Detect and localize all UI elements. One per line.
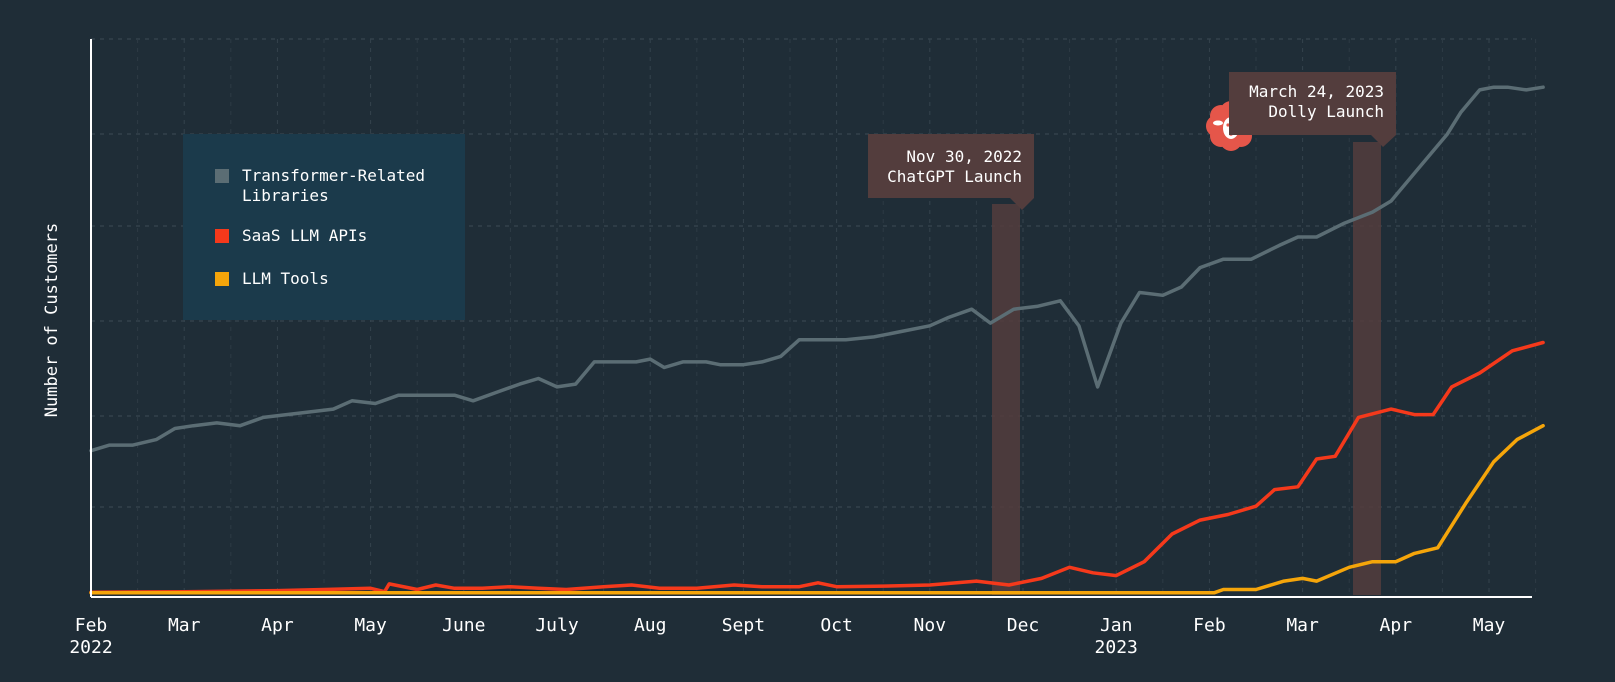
chatgpt-band xyxy=(992,204,1020,595)
axes xyxy=(90,39,1532,598)
x-tick-label: Feb xyxy=(1193,615,1226,636)
sheep-eye-left xyxy=(1226,123,1230,127)
legend-item-transformer: Transformer-Related Libraries xyxy=(215,166,447,206)
sheep-ear-left xyxy=(1213,120,1223,126)
chatgpt-callout: Nov 30, 2022 ChatGPT Launch xyxy=(868,134,1034,198)
x-tick-label: Dec xyxy=(1007,615,1040,636)
legend-swatch-saas xyxy=(215,229,229,243)
legend: Transformer-Related Libraries SaaS LLM A… xyxy=(183,134,465,320)
legend-label-saas: SaaS LLM APIs xyxy=(242,226,368,245)
x-tick-label: Sept xyxy=(722,615,765,636)
series-line-0 xyxy=(89,85,1545,453)
chatgpt-label: ChatGPT Launch xyxy=(887,167,1022,186)
dolly-date: March 24, 2023 xyxy=(1249,82,1384,101)
x-tick-label: May xyxy=(1473,615,1506,636)
series-line-2 xyxy=(89,423,1545,595)
x-tick-label: Feb xyxy=(75,615,108,636)
x-tick-label: May xyxy=(354,615,387,636)
legend-label-transformer: Transformer-Related Libraries xyxy=(242,166,426,205)
x-tick-label: Jan xyxy=(1100,615,1133,636)
x-tick-label: Mar xyxy=(1286,615,1319,636)
series-lines xyxy=(89,85,1545,595)
dolly-label: Dolly Launch xyxy=(1268,102,1384,121)
legend-item-saas: SaaS LLM APIs xyxy=(215,226,447,246)
x-tick-label: July xyxy=(535,615,579,636)
dolly-pointer xyxy=(1371,135,1396,147)
x-tick-label: Nov xyxy=(914,615,947,636)
chatgpt-date: Nov 30, 2022 xyxy=(906,147,1022,166)
y-axis-label: Number of Customers xyxy=(42,222,62,418)
dolly-callout: March 24, 2023 Dolly Launch xyxy=(1229,72,1396,135)
x-tick-label: Apr xyxy=(1380,615,1413,636)
annotation-bands xyxy=(992,135,1396,595)
x-tick-label: Mar xyxy=(168,615,201,636)
legend-swatch-transformer xyxy=(215,169,229,183)
legend-label-llm-tools: LLM Tools xyxy=(242,269,329,288)
x-tick-label: Apr xyxy=(261,615,294,636)
x-tick-label: Aug xyxy=(634,615,667,636)
chatgpt-pointer xyxy=(1010,198,1034,210)
x-tick-sublabel: 2023 xyxy=(1095,637,1138,658)
x-tick-label: June xyxy=(442,615,485,636)
x-tick-sublabel: 2022 xyxy=(69,637,112,658)
x-tick-label: Oct xyxy=(820,615,853,636)
series-line-1 xyxy=(89,340,1545,594)
legend-swatch-llm-tools xyxy=(215,272,229,286)
legend-item-llm-tools: LLM Tools xyxy=(215,269,447,289)
